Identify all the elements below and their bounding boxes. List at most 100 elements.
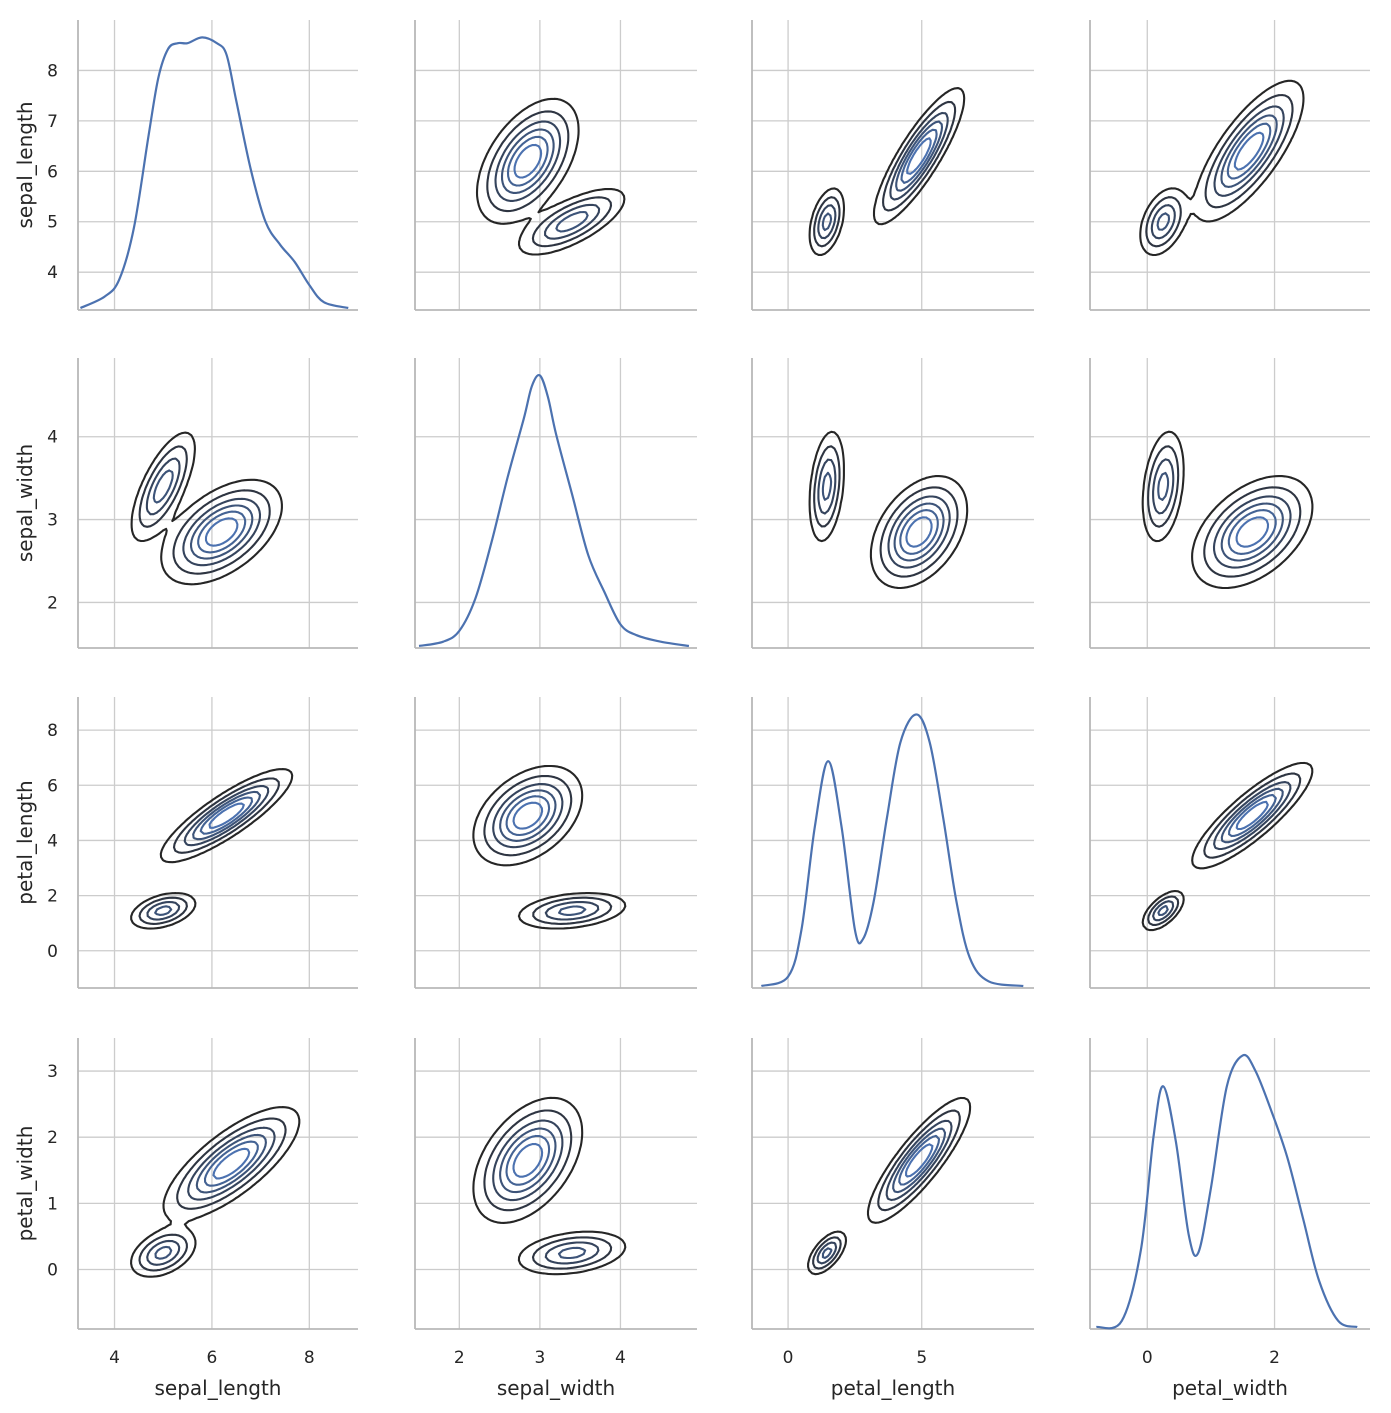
kde-contour-level-6 — [512, 801, 544, 830]
x-axis-label: sepal_width — [497, 1376, 615, 1400]
kde-contour-level-2 — [1145, 93, 1294, 248]
panel-petal_length-vs-sepal_length: 0 2 4 6 8 petal_length — [13, 697, 358, 989]
kde-contour-level-3 — [1152, 781, 1292, 922]
kde-line-sepal_length — [79, 36, 349, 310]
kde-contour-level-5 — [899, 509, 939, 555]
panel-sepal_length-vs-petal_width — [1089, 20, 1370, 311]
x-tick-label: 0 — [783, 1348, 794, 1368]
y-tick-label: 8 — [47, 61, 58, 81]
kde-contour-level-5 — [1228, 793, 1277, 838]
x-tick-label: 2 — [1269, 1348, 1280, 1368]
kde-contour-level-4 — [1157, 787, 1284, 916]
kde-contour-level-5 — [505, 1134, 551, 1186]
y-tick-label: 6 — [47, 162, 58, 182]
x-axis-label: sepal_length — [155, 1376, 282, 1400]
kde-contour-level-1 — [130, 431, 283, 586]
kde-line-sepal_width — [418, 373, 690, 648]
panel-petal_length-vs-sepal_width — [414, 697, 697, 989]
kde-contour-level-1 — [1141, 430, 1314, 590]
kde-contour-level-6 — [1235, 800, 1269, 831]
kde-contour-level-2 — [1147, 772, 1302, 926]
y-tick-label: 8 — [47, 721, 58, 741]
kde-contour-level-2 — [813, 100, 957, 248]
kde-contour-level-3 — [817, 111, 949, 240]
kde-contour-level-5 — [203, 1140, 259, 1187]
kde-contour-level-4 — [821, 120, 944, 232]
kde-contour-level-5 — [199, 796, 254, 835]
panel-sepal_length-vs-sepal_width — [414, 20, 697, 311]
y-tick-label: 6 — [47, 776, 58, 796]
panel-sepal_width-vs-petal_length — [751, 358, 1034, 649]
kde-contour-level-2 — [1147, 445, 1302, 578]
y-axis-label: sepal_width — [13, 444, 37, 562]
y-tick-label: 0 — [47, 942, 58, 962]
kde-contour-level-4 — [1156, 114, 1278, 231]
kde-contour-level-3 — [494, 120, 601, 240]
panel-sepal_width-vs-sepal_length: 2 3 4 sepal_width — [13, 358, 358, 649]
y-tick-label: 5 — [47, 213, 58, 233]
panel-petal_width-vs-petal_width: 0 2 petal_width — [1089, 1038, 1370, 1400]
kde-contour-level-6 — [905, 1143, 934, 1178]
y-tick-label: 1 — [47, 1194, 58, 1214]
kde-contour-level-6 — [1235, 516, 1270, 548]
kde-contour-level-5 — [900, 128, 938, 184]
x-tick-label: 8 — [304, 1348, 315, 1368]
kde-contour-level-3 — [146, 785, 270, 921]
kde-contour-level-4 — [499, 1127, 587, 1260]
kde-line-petal_width — [1096, 1053, 1358, 1330]
x-tick-label: 5 — [916, 1348, 927, 1368]
y-tick-label: 7 — [47, 112, 58, 132]
kde-line-petal_length — [760, 713, 1024, 988]
kde-contour-level-4 — [821, 471, 945, 562]
kde-contour-level-6 — [204, 517, 239, 547]
panel-petal_width-vs-petal_length: 0 5 petal_length — [751, 1038, 1034, 1400]
y-axis-label: petal_length — [13, 780, 37, 904]
x-tick-label: 6 — [206, 1348, 217, 1368]
kde-contour-level-4 — [154, 790, 262, 916]
kde-contour-level-5 — [898, 1134, 941, 1186]
y-tick-label: 4 — [47, 831, 58, 851]
kde-contour-level-5 — [197, 510, 247, 554]
y-tick-label: 3 — [47, 1062, 58, 1082]
kde-contour-level-2 — [138, 445, 271, 575]
kde-contour-level-2 — [813, 445, 959, 578]
kde-contour-level-5 — [505, 795, 551, 837]
kde-contour-level-6 — [905, 516, 933, 548]
kde-contour-level-4 — [152, 469, 254, 560]
kde-contour-level-1 — [1141, 761, 1314, 932]
y-axis-label: sepal_length — [13, 102, 37, 229]
kde-contour-level-3 — [817, 458, 951, 569]
kde-contour-level-4 — [1157, 471, 1284, 562]
x-axis-label: petal_width — [1172, 1376, 1288, 1400]
x-axis-label: petal_length — [831, 1376, 955, 1400]
kde-contour-level-5 — [1227, 509, 1277, 555]
panel-sepal_length-vs-petal_length — [751, 20, 1034, 311]
kde-contour-level-1 — [808, 430, 969, 590]
kde-contour-level-2 — [812, 1109, 961, 1270]
kde-contour-level-2 — [138, 1117, 287, 1272]
kde-contour-level-2 — [138, 777, 280, 925]
kde-contour-level-1 — [130, 768, 294, 930]
kde-contour-level-2 — [483, 1109, 613, 1270]
kde-contour-level-3 — [816, 1119, 953, 1265]
kde-contour-level-6 — [513, 143, 543, 179]
kde-contour-level-6 — [212, 1147, 251, 1180]
kde-contour-level-1 — [475, 97, 626, 256]
kde-contour-level-1 — [472, 764, 627, 930]
kde-contour-level-1 — [1139, 79, 1305, 257]
kde-contour-level-3 — [492, 782, 600, 921]
kde-contour-level-3 — [1150, 105, 1285, 240]
x-tick-label: 4 — [615, 1348, 626, 1368]
kde-contour-level-4 — [821, 1127, 947, 1259]
panel-petal_length-vs-petal_width — [1089, 697, 1370, 989]
y-tick-label: 2 — [47, 1128, 58, 1148]
kde-contour-level-1 — [472, 1096, 627, 1276]
kde-contour-level-6 — [512, 1142, 544, 1178]
y-tick-label: 3 — [47, 511, 58, 531]
kde-contour-level-6 — [906, 137, 932, 175]
kde-contour-level-4 — [154, 1133, 267, 1260]
kde-contour-level-2 — [486, 110, 613, 248]
y-tick-label: 2 — [47, 887, 58, 907]
x-tick-label: 3 — [534, 1348, 545, 1368]
